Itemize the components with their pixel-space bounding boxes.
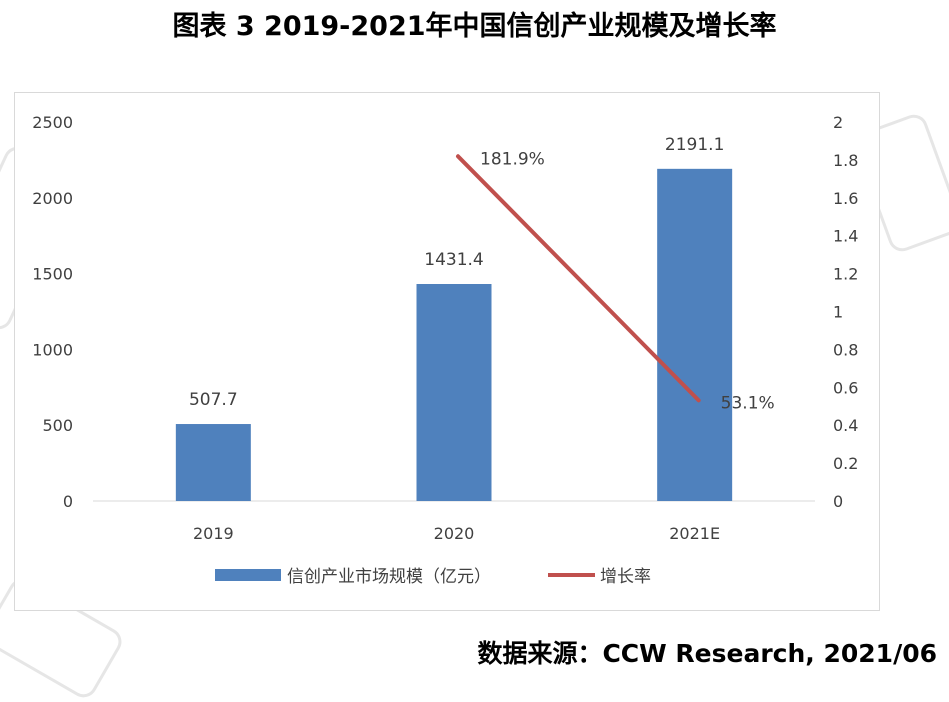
combo-chart: 0 500 1000 1500 2000 2500 0 0.2 0.4 0.6 0.8 1 1.2 1.… [32,113,858,587]
bar-data-label: 507.7 [189,390,238,410]
legend-bar-swatch [215,569,281,581]
right-axis-tick-label: 1.6 [833,189,858,208]
right-axis-tick-label: 1 [833,303,843,322]
bar-data-labels: 507.7 1431.4 2191.1 [189,135,724,410]
bar-2020 [416,283,492,501]
right-axis-tick-label: 0.8 [833,340,858,359]
category-label: 2019 [193,524,234,543]
bar-2021e [657,168,733,502]
left-axis-tick-label: 0 [63,492,73,511]
bar-data-label: 2191.1 [665,135,724,155]
right-axis-tick-label: 1.2 [833,265,858,284]
right-axis-tick-label: 1.8 [833,151,858,170]
bar-series [175,168,733,502]
category-labels: 2019 2020 2021E [193,524,720,543]
growth-rate-line [456,154,701,403]
chart-frame: 0 500 1000 1500 2000 2500 0 0.2 0.4 0.6 0.8 1 1.2 1.… [14,92,880,611]
legend: 信创产业市场规模（亿元） 增长率 [215,567,651,587]
line-data-label: 53.1% [721,393,775,413]
page-title: 图表 3 2019-2021年中国信创产业规模及增长率 [172,11,777,42]
line-data-labels: 181.9% 53.1% [480,149,775,413]
legend-line-label: 增长率 [600,567,651,587]
right-axis-tick-label: 0.6 [833,378,858,397]
right-axis-tick-label: 0.4 [833,416,858,435]
line-series [456,154,701,403]
data-source: 数据来源：CCW Research, 2021/06 [477,639,937,668]
right-axis-tick-label: 1.4 [833,227,858,246]
right-axis-ticks: 0 0.2 0.4 0.6 0.8 1 1.2 1.4 1.6 1.8 2 [833,113,858,511]
line-data-label: 181.9% [480,149,545,169]
bar-2019 [175,424,251,501]
category-label: 2020 [434,524,475,543]
left-axis-tick-label: 1000 [32,340,73,359]
legend-bar-label: 信创产业市场规模（亿元） [287,567,491,587]
left-axis-ticks: 0 500 1000 1500 2000 2500 [32,113,73,511]
category-label: 2021E [669,524,720,543]
right-axis-tick-label: 0 [833,492,843,511]
left-axis-tick-label: 500 [42,416,73,435]
right-axis-tick-label: 0.2 [833,454,858,473]
left-axis-tick-label: 1500 [32,265,73,284]
right-axis-tick-label: 2 [833,113,843,132]
left-axis-tick-label: 2000 [32,189,73,208]
bar-data-label: 1431.4 [424,250,483,270]
left-axis-tick-label: 2500 [32,113,73,132]
